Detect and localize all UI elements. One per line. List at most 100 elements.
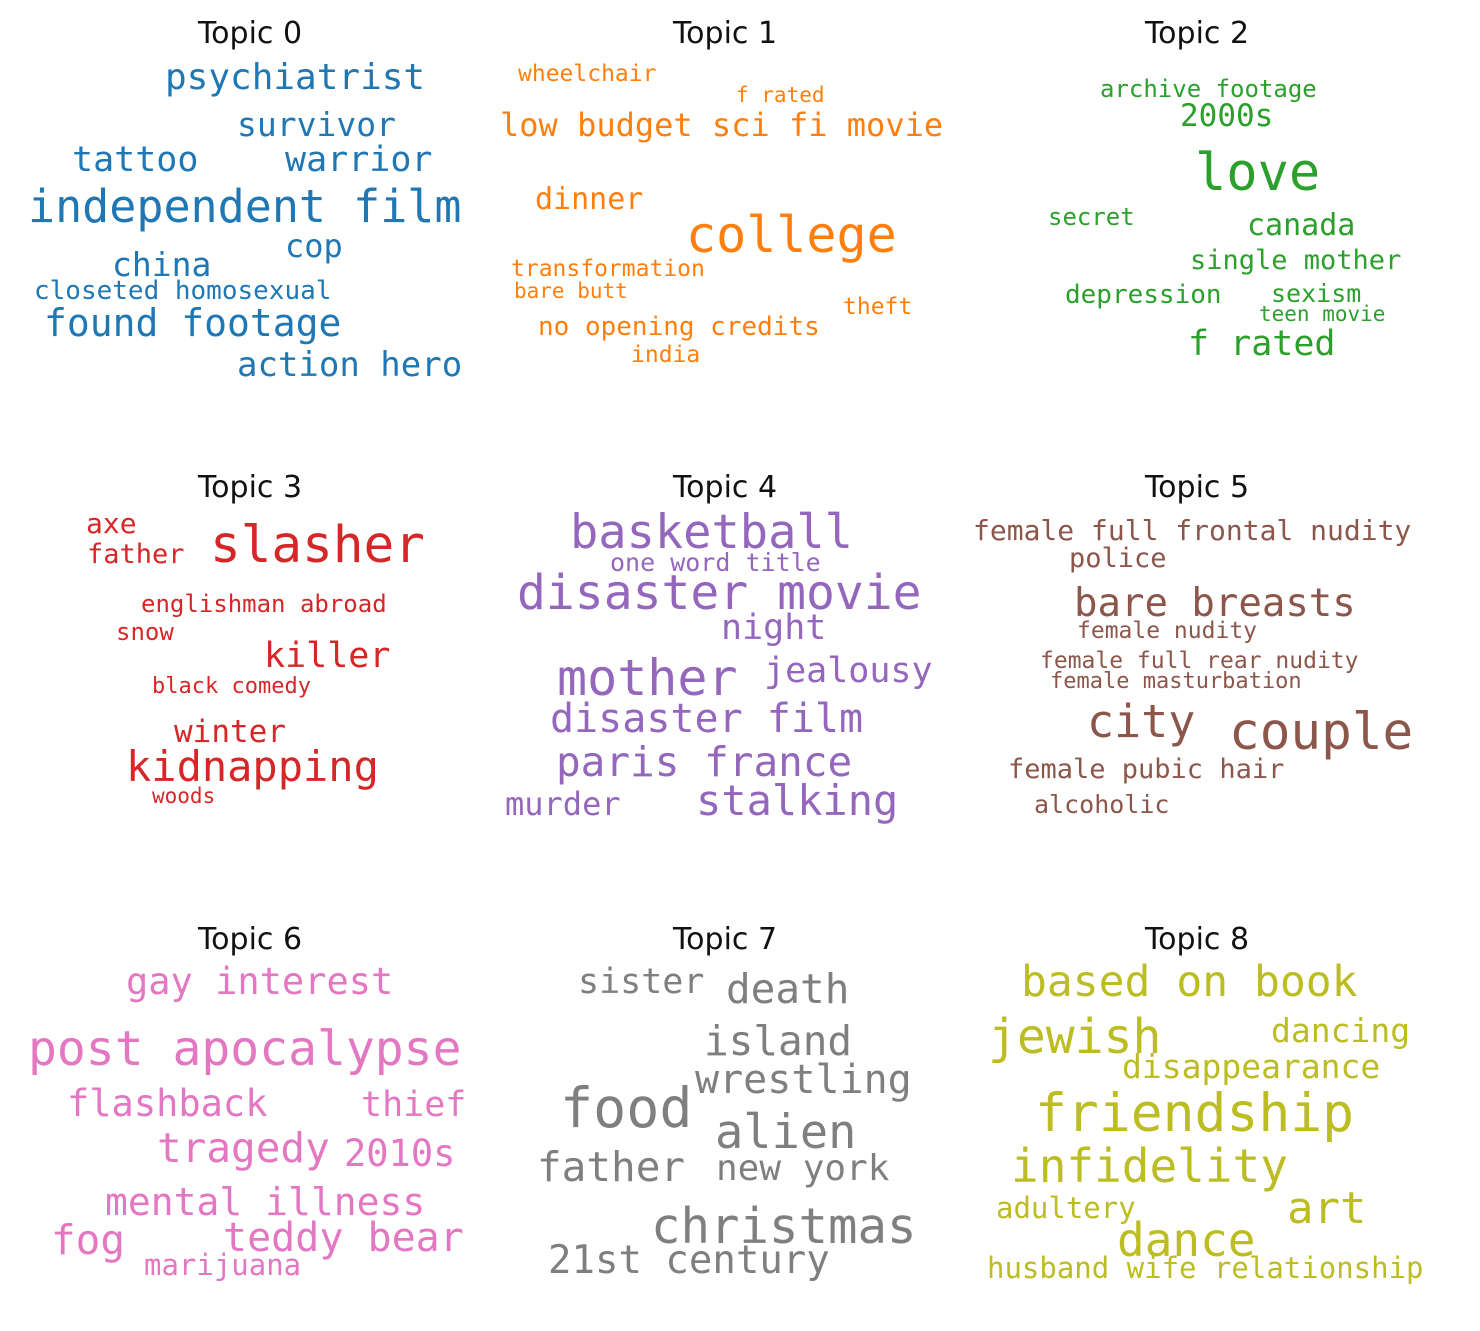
topic-word: independent film (28, 180, 462, 233)
topic-panel-8: Topic 8 based on book jewish dancing dis… (962, 911, 1432, 1331)
topic-panel-7: Topic 7 sister death island wrestling fo… (490, 911, 960, 1331)
topic-word: food (560, 1076, 693, 1140)
topic-word: adultery (996, 1191, 1136, 1225)
topic-word: slasher (210, 516, 425, 575)
topic-word: closeted homosexual (34, 276, 332, 306)
topic-word: wheelchair (518, 61, 657, 87)
topic-word: dance (1117, 1213, 1256, 1267)
topic-panel-6: Topic 6 gay interest post apocalypse fla… (15, 911, 485, 1331)
topic-word: night (721, 608, 827, 648)
topic-word: disaster film (550, 696, 864, 742)
topic-word: one word title (610, 548, 821, 577)
topic-word: f rated (736, 83, 825, 107)
topic-title: Topic 4 (672, 470, 778, 505)
topic-word: transformation (511, 256, 705, 282)
topic-word: marijuana (144, 1248, 302, 1282)
topic-word: psychiatrist (165, 57, 426, 98)
topic-word: dancing (1271, 1011, 1411, 1050)
topic-word: kidnapping (126, 742, 379, 791)
topic-word: found footage (44, 301, 342, 345)
topic-panel-1: Topic 1 wheelchair f rated low budget sc… (490, 5, 960, 425)
topic-word: friendship (1035, 1083, 1355, 1144)
topic-title: Topic 3 (197, 470, 303, 505)
topic-word: canada (1247, 208, 1356, 243)
topic-word: female masturbation (1050, 669, 1302, 694)
topic-word: jewish (988, 1009, 1162, 1065)
topic-word: no opening credits (538, 312, 820, 342)
topic-word: based on book (1021, 957, 1358, 1007)
topic-word: disappearance (1122, 1047, 1381, 1086)
topic-word: theft (843, 294, 913, 320)
topic-title: Topic 0 (197, 16, 303, 51)
topic-word: flashback (67, 1082, 268, 1125)
topic-panel-2: Topic 2 archive footage 2000s love secre… (962, 5, 1432, 425)
topic-word: city (1087, 695, 1196, 748)
topic-word: post apocalypse (28, 1021, 462, 1077)
topic-word: china (112, 245, 212, 284)
topic-word: depression (1065, 280, 1222, 310)
topic-word: tattoo (72, 140, 199, 180)
topic-word: sexism (1271, 279, 1362, 308)
topic-word: female nudity (1077, 618, 1258, 644)
topic-word: mental illness (105, 1180, 426, 1224)
topic-word: india (631, 342, 701, 368)
topic-word: killer (264, 636, 391, 676)
topic-word: warrior (285, 140, 433, 180)
topic-word: low budget sci fi movie (500, 106, 944, 144)
topic-title: Topic 8 (1144, 922, 1250, 957)
topic-word: female pubic hair (1008, 754, 1285, 785)
topic-word: englishman abroad (141, 590, 387, 618)
topic-title: Topic 5 (1144, 470, 1250, 505)
topic-word: stalking (696, 776, 899, 825)
topic-word: survivor (237, 105, 396, 144)
topic-word: secret (1048, 203, 1135, 231)
topic-word: teddy bear (223, 1215, 464, 1261)
topic-title: Topic 1 (672, 16, 778, 51)
topic-word: snow (116, 618, 174, 646)
topic-panel-3: Topic 3 axe father slasher englishman ab… (15, 459, 485, 879)
topic-word: action hero (237, 345, 463, 385)
topic-word: basketball (570, 505, 853, 560)
topic-word: love (1195, 143, 1321, 203)
topic-word: alien (715, 1105, 857, 1160)
topic-word: murder (505, 785, 621, 823)
topic-word: f rated (1188, 324, 1336, 364)
topic-word: female full frontal nudity (973, 514, 1412, 547)
topic-word: gay interest (126, 960, 394, 1003)
topic-word: jealousy (764, 651, 933, 691)
topic-word: thief (361, 1085, 467, 1125)
topic-word: disaster movie (517, 565, 922, 621)
topic-word: college (686, 206, 897, 264)
topic-word: paris france (556, 738, 853, 786)
topic-word: teen movie (1259, 302, 1386, 326)
topic-word: fog (51, 1216, 126, 1264)
topic-word: police (1069, 543, 1167, 574)
topic-word: father (537, 1143, 686, 1191)
topic-word: black comedy (152, 674, 311, 699)
topic-word: 2010s (344, 1132, 456, 1175)
topic-word: wrestling (695, 1057, 912, 1103)
topic-word: axe (86, 507, 137, 540)
topic-word: christmas (651, 1198, 917, 1255)
topic-word: 21st century (548, 1238, 830, 1283)
topic-word: new york (716, 1148, 890, 1189)
topic-word: female full rear nudity (1040, 648, 1359, 674)
topic-word: husband wife relationship (987, 1251, 1424, 1285)
topic-title: Topic 2 (1144, 16, 1250, 51)
topic-word: cop (285, 227, 343, 265)
topic-word: woods (152, 784, 216, 808)
topic-word: mother (557, 649, 738, 707)
topic-word: father (87, 539, 185, 570)
topic-panel-0: Topic 0 psychiatrist survivor tattoo war… (15, 5, 485, 425)
topic-word: winter (174, 714, 286, 750)
topic-word: tragedy (157, 1124, 330, 1172)
topic-title: Topic 7 (672, 922, 778, 957)
topic-word: couple (1229, 703, 1414, 762)
topic-word: bare breasts (1074, 581, 1356, 626)
topic-word: death (726, 965, 850, 1013)
topic-word: dinner (535, 182, 644, 217)
topic-word: archive footage (1100, 75, 1317, 103)
topic-word: single mother (1190, 245, 1402, 276)
topic-word: bare butt (514, 279, 628, 303)
topic-panel-5: Topic 5 female full frontal nudity polic… (962, 459, 1432, 879)
